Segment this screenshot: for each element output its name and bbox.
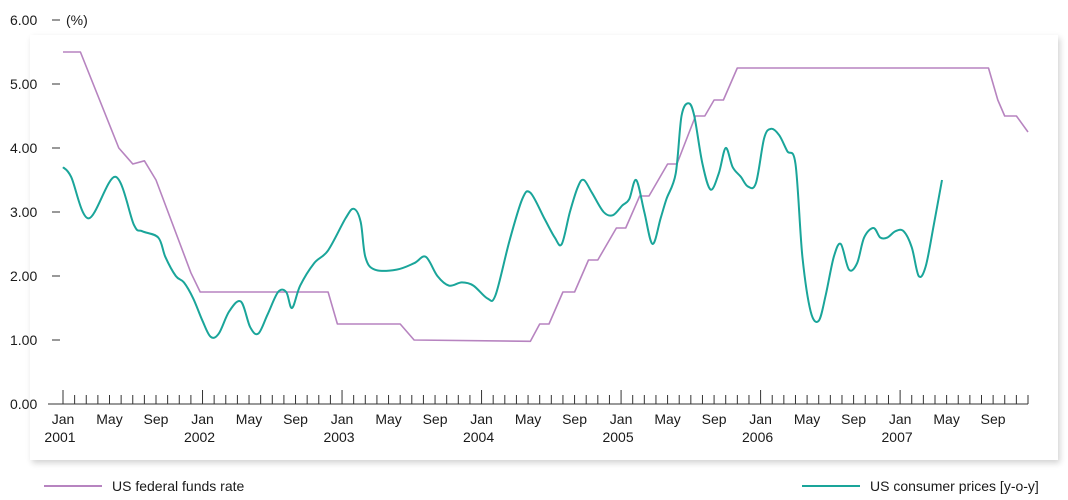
legend-item-cpi: US consumer prices [y-o-y] [802,478,1039,494]
x-tick-label-month: Jan [889,411,912,427]
x-tick-label-month: Jan [749,411,772,427]
x-tick-label-month: Sep [702,411,727,427]
x-tick-label-month: Sep [423,411,448,427]
x-tick-label-month: May [515,411,541,427]
x-tick-label-year: 2005 [602,429,633,445]
x-tick-label-month: Jan [52,411,75,427]
y-tick-label: 4.00 [10,140,37,156]
x-tick-label-year: 2004 [463,429,494,445]
x-tick-label-month: Sep [562,411,587,427]
x-tick-label-month: May [96,411,122,427]
x-tick-label-month: Jan [331,411,354,427]
x-tick-label-year: 2001 [44,429,75,445]
legend-label-fed-funds: US federal funds rate [112,478,245,494]
y-tick-label: 3.00 [10,204,37,220]
legend-label-cpi: US consumer prices [y-o-y] [870,478,1039,494]
x-tick-label-month: Sep [981,411,1006,427]
x-tick-label-month: Sep [841,411,866,427]
plot-panel [30,35,1058,460]
x-tick-label-month: Jan [470,411,493,427]
x-tick-label-year: 2003 [323,429,354,445]
legend-swatch-cpi [802,485,860,487]
legend-item-fed-funds: US federal funds rate [44,478,244,494]
x-tick-label-month: Sep [283,411,308,427]
series-line-cpi [62,102,943,339]
legend-swatch-fed-funds [44,485,102,487]
x-tick-label-month: May [236,411,262,427]
y-tick-label: 0.00 [10,396,37,412]
x-tick-label-year: 2007 [882,429,913,445]
line-chart: 0.00 1.00 2.00 3.00 4.00 5.00 6.00 (%) Jan 2001 Ma… [10,12,1029,445]
series-line-fed-funds [63,51,1029,343]
y-tick-label: 6.00 [10,12,37,28]
y-tick-label: 1.00 [10,332,37,348]
x-tick-label-month: May [794,411,820,427]
x-tick-label-month: Sep [144,411,169,427]
y-unit-label: (%) [66,12,88,28]
x-tick-label-year: 2006 [742,429,773,445]
x-tick-label-month: Jan [610,411,633,427]
y-tick-label: 5.00 [10,76,37,92]
x-tick-label-month: May [375,411,401,427]
x-tick-label-month: May [933,411,959,427]
x-tick-label-month: May [654,411,680,427]
x-tick-label-month: Jan [191,411,214,427]
x-tick-label-year: 2002 [184,429,215,445]
y-tick-label: 2.00 [10,268,37,284]
